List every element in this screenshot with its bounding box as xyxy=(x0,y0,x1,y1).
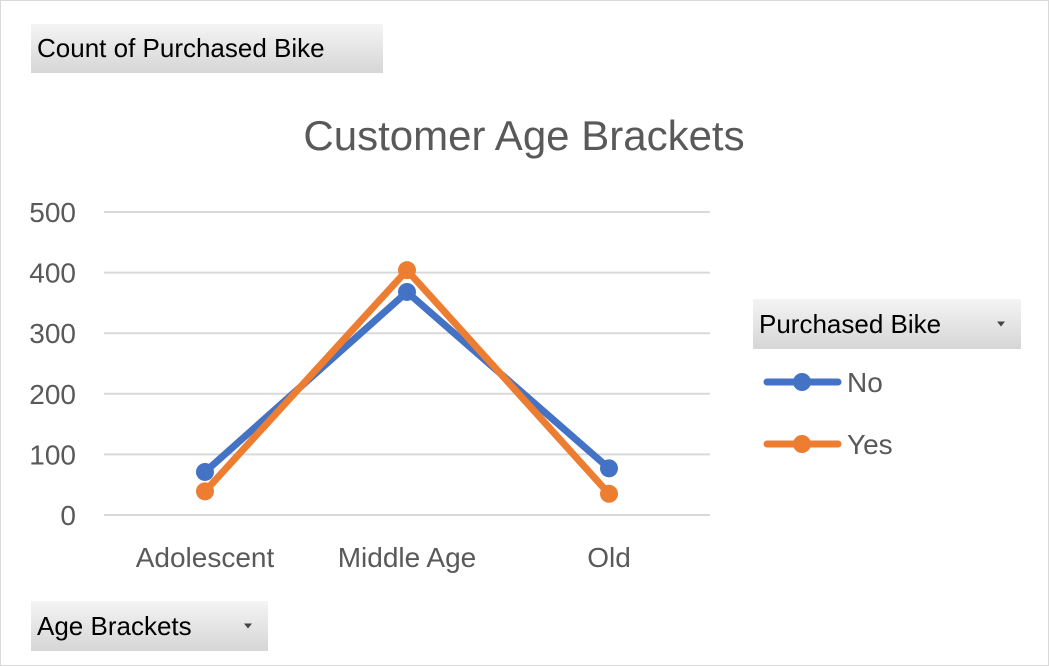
y-tick-label: 200 xyxy=(29,379,76,410)
values-field-button[interactable]: Count of Purchased Bike xyxy=(31,24,383,73)
gridlines xyxy=(104,211,710,516)
y-tick-label: 500 xyxy=(29,197,76,228)
data-point-no[interactable] xyxy=(196,462,214,481)
y-tick-label: 100 xyxy=(29,439,76,470)
legend-field-label: Purchased Bike xyxy=(759,308,942,339)
x-axis-ticks: Adolescent Middle Age Old xyxy=(136,542,631,573)
dropdown-arrow-icon[interactable] xyxy=(244,623,252,629)
dropdown-arrow-icon[interactable] xyxy=(997,321,1005,327)
x-tick-label: Adolescent xyxy=(136,542,275,573)
legend-marker-no xyxy=(793,373,811,391)
data-point-no[interactable] xyxy=(600,459,618,478)
data-point-yes[interactable] xyxy=(398,261,416,280)
x-tick-label: Middle Age xyxy=(338,542,477,573)
legend-field-button[interactable]: Purchased Bike xyxy=(753,299,1021,349)
data-point-yes[interactable] xyxy=(600,484,618,503)
axis-field-button[interactable]: Age Brackets xyxy=(31,601,268,651)
y-tick-label: 400 xyxy=(29,258,76,289)
y-tick-label: 300 xyxy=(29,318,76,349)
values-field-label: Count of Purchased Bike xyxy=(37,33,325,63)
axis-field-label: Age Brackets xyxy=(37,610,192,641)
series-line-no[interactable] xyxy=(201,288,613,476)
legend-marker-yes xyxy=(793,435,811,453)
data-point-yes[interactable] xyxy=(196,482,214,501)
y-tick-label: 0 xyxy=(60,500,76,531)
series-group xyxy=(196,261,618,503)
chart-title: Customer Age Brackets xyxy=(303,112,744,159)
y-axis-ticks: 0 100 200 300 400 500 xyxy=(29,197,76,531)
legend-label-yes: Yes xyxy=(847,429,893,460)
x-tick-label: Old xyxy=(587,542,631,573)
series-line-yes[interactable] xyxy=(201,266,613,498)
legend: No Yes xyxy=(763,367,893,460)
legend-label-no: No xyxy=(847,367,883,398)
data-point-no[interactable] xyxy=(398,282,416,301)
